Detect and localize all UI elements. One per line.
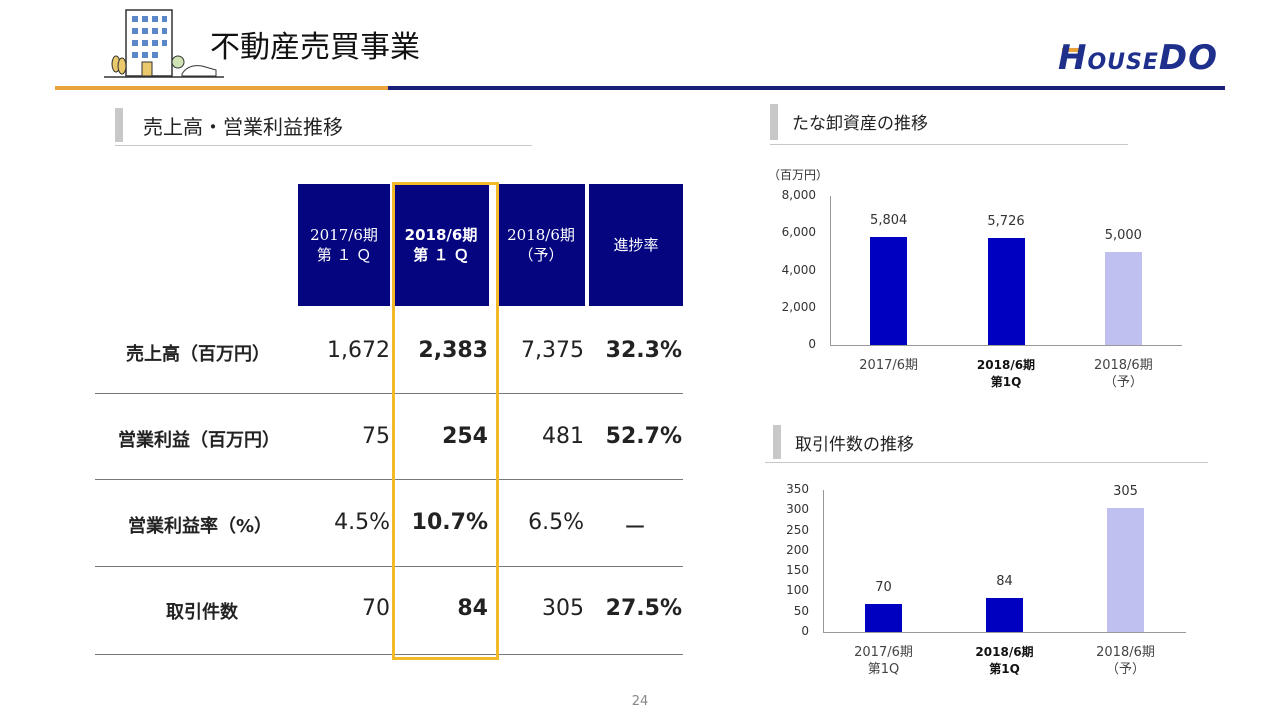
x-tick-label-line: 2018/6期 — [976, 358, 1036, 372]
x-tick-label-line: 第1Q — [990, 375, 1022, 389]
inventory-chart-unit: （百万円） — [768, 168, 829, 182]
y-tick-label: 100 — [786, 583, 809, 598]
section-underline — [115, 145, 532, 146]
table-cell: 27.5% — [605, 596, 682, 621]
y-tick-label: 0 — [801, 624, 809, 638]
data-label: 84 — [996, 573, 1013, 589]
table-cell: 7,375 — [521, 338, 584, 363]
table-section-title: 売上高・営業利益推移 — [143, 115, 343, 139]
table-header-4: 進捗率 — [589, 184, 683, 306]
bar — [1104, 251, 1142, 345]
y-tick-label: 250 — [786, 522, 809, 537]
x-tick-label: 2018/6期 第1Q — [946, 357, 1066, 391]
x-tick-label-line: 2018/6期 — [1093, 358, 1153, 373]
x-tick-label-line: 第1Q — [867, 662, 900, 677]
x-tick-label: 2018/6期 第1Q — [945, 644, 1065, 678]
header-line: 2017/6期 — [310, 226, 378, 244]
page-number: 24 — [631, 694, 649, 709]
transactions-chart-title: 取引件数の推移 — [795, 435, 914, 455]
bar — [986, 597, 1023, 632]
table-cell: 6.5% — [528, 510, 584, 535]
header-line: 2018/6期 — [507, 226, 575, 244]
logo-accent — [1062, 48, 1080, 52]
data-label: 70 — [875, 579, 892, 595]
row-label: 営業利益率（%） — [127, 516, 272, 537]
x-tick-label-line: （予） — [1103, 375, 1143, 390]
table-cell: 2,383 — [418, 338, 488, 363]
row-label: 取引件数 — [166, 602, 238, 623]
x-axis — [823, 632, 1186, 633]
table-row-divider — [95, 393, 683, 394]
row-label: 売上高（百万円） — [126, 344, 270, 365]
table-cell: 70 — [362, 596, 390, 621]
header-rule-navy — [388, 86, 1225, 90]
section-underline — [770, 144, 1128, 145]
page-title: 不動産売買事業 — [210, 30, 420, 65]
table-cell: 305 — [542, 596, 584, 621]
data-label: 305 — [1113, 484, 1138, 500]
house-do-logo: HOUSEDO — [1058, 38, 1219, 78]
table-cell: 481 — [542, 424, 584, 449]
y-tick-label: 6,000 — [781, 225, 816, 240]
x-tick-label-line: （予） — [1105, 662, 1145, 677]
y-tick-label: 2,000 — [781, 299, 816, 314]
y-tick-label: 150 — [786, 563, 809, 578]
table-cell: 1,672 — [327, 338, 390, 363]
x-tick-label-line: 2017/6期 — [859, 358, 919, 373]
bar — [987, 238, 1025, 345]
table-header-2: 2018/6期第 １ Ｑ — [393, 184, 489, 306]
x-tick-label-line: 2017/6期 — [854, 645, 913, 660]
header-line: 第 １ Ｑ — [316, 246, 372, 264]
table-cell: 52.7% — [605, 424, 682, 449]
table-header-1: 2017/6期第 １ Ｑ — [298, 184, 390, 306]
table-cell: ー — [623, 516, 646, 541]
x-tick-label: 2017/6期 第1Q — [824, 644, 944, 678]
data-label: 5,726 — [987, 214, 1025, 230]
bar — [1107, 508, 1144, 632]
bar — [865, 603, 902, 632]
y-tick-label: 8,000 — [781, 188, 816, 202]
section-marker — [770, 104, 778, 140]
x-tick-label: 2017/6期 — [829, 357, 949, 374]
data-label: 5,000 — [1104, 227, 1142, 243]
section-marker — [115, 108, 123, 142]
table-cell: 4.5% — [334, 510, 390, 535]
table-cell: 32.3% — [605, 338, 682, 363]
y-tick-label: 0 — [808, 337, 816, 351]
header-line: 進捗率 — [613, 236, 659, 254]
section-marker — [773, 425, 781, 459]
y-tick-label: 350 — [786, 482, 809, 496]
y-axis — [830, 196, 831, 345]
y-tick-label: 300 — [786, 502, 809, 517]
y-tick-label: 50 — [793, 603, 809, 618]
table-cell: 10.7% — [411, 510, 488, 535]
data-label: 5,804 — [870, 212, 908, 228]
section-underline — [765, 462, 1208, 463]
building-icon — [104, 4, 224, 80]
x-tick-label-line: 2018/6期 — [1096, 645, 1155, 660]
table-cell: 254 — [442, 424, 488, 449]
x-tick-label-line: 2018/6期 — [975, 645, 1034, 659]
x-tick-label: 2018/6期 （予） — [1066, 644, 1186, 678]
table-cell: 84 — [457, 596, 488, 621]
x-tick-label: 2018/6期 （予） — [1063, 357, 1183, 391]
bar — [870, 236, 908, 345]
highlight-column-frame — [392, 182, 499, 660]
table-row-divider — [95, 479, 683, 480]
table-header-3: 2018/6期 （予） — [497, 184, 585, 306]
table-row-divider — [95, 654, 683, 655]
row-label: 営業利益（百万円） — [118, 430, 280, 451]
x-tick-label-line: 第1Q — [989, 662, 1020, 676]
y-tick-label: 4,000 — [781, 262, 816, 277]
header-line: （予） — [518, 246, 564, 264]
y-axis — [823, 490, 824, 632]
header-line: 2018/6期 — [404, 226, 478, 244]
header-line: 第 １ Ｑ — [413, 246, 469, 264]
header-rule-orange — [55, 86, 388, 90]
table-cell: 75 — [362, 424, 390, 449]
inventory-chart-title: たな卸資産の推移 — [792, 114, 928, 134]
x-axis — [830, 345, 1182, 346]
y-tick-label: 200 — [786, 542, 809, 557]
table-row-divider — [95, 566, 683, 567]
